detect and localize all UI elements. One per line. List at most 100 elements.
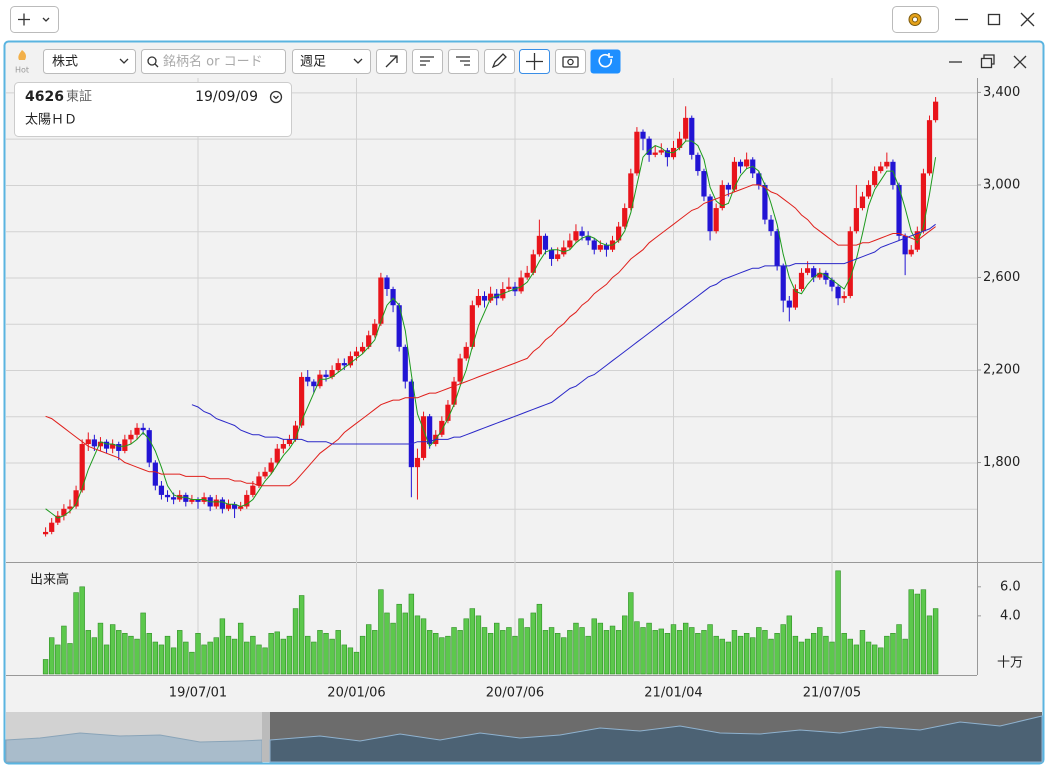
search-box[interactable]: [141, 49, 286, 74]
maximize-button[interactable]: [987, 13, 1001, 26]
candle-body: [366, 335, 372, 347]
volume-bar: [91, 637, 98, 675]
volume-bar: [445, 635, 451, 675]
volume-bar: [353, 651, 360, 675]
exchange: 東証: [66, 89, 92, 105]
close-button[interactable]: [1020, 12, 1035, 27]
volume-bar: [542, 630, 549, 675]
period-select[interactable]: [292, 49, 371, 74]
candle-body: [591, 240, 597, 250]
candle-body: [280, 444, 286, 449]
candle-body: [841, 295, 847, 299]
candle-body: [183, 494, 189, 502]
market-select-label: 株式: [52, 55, 78, 70]
candle-body: [762, 184, 768, 220]
candle-body: [347, 356, 353, 366]
stock-name: 太陽ＨＤ: [25, 113, 77, 128]
candle-body: [902, 235, 908, 255]
candle-body: [79, 444, 85, 491]
volume-bar: [201, 644, 207, 675]
volume-bar: [725, 641, 732, 675]
candle-body: [189, 499, 195, 502]
candle-body: [292, 425, 299, 440]
volume-bar: [585, 635, 591, 675]
navigator[interactable]: [5, 712, 1043, 763]
volume-bar: [286, 635, 293, 675]
candle-body: [219, 499, 225, 509]
info-date: 19/09/09: [195, 89, 258, 105]
candle-body: [469, 305, 475, 347]
candle-body: [146, 430, 152, 463]
volume-bar: [85, 630, 91, 675]
add-button[interactable]: [10, 6, 59, 33]
candle-body: [585, 235, 591, 241]
volume-bar: [67, 643, 73, 675]
candle-body: [920, 173, 927, 232]
candle-body: [439, 420, 445, 435]
candle-body: [85, 439, 91, 445]
volume-bar: [865, 641, 872, 675]
settings-button[interactable]: [892, 6, 939, 33]
candle-body: [353, 351, 360, 357]
volume-bar: [262, 647, 268, 675]
candle-body: [390, 289, 396, 306]
market-select[interactable]: [43, 49, 136, 74]
bars-button[interactable]: [448, 49, 479, 74]
volume-bar: [164, 635, 171, 675]
candle-body: [335, 363, 341, 370]
candle-body: [933, 101, 939, 121]
volume-bar: [140, 612, 146, 675]
hot-icon[interactable]: [18, 50, 26, 60]
volume-bar: [597, 622, 604, 675]
candle-body: [664, 150, 670, 158]
panel-close[interactable]: [1013, 55, 1027, 69]
volume-bar: [750, 637, 756, 675]
candle-body: [646, 138, 652, 155]
candle-body: [658, 150, 664, 153]
candle-body: [213, 499, 219, 507]
volume-bar: [481, 627, 488, 675]
candle-body: [908, 249, 914, 255]
x-tick-label: 21/01/04: [644, 686, 702, 701]
moving-average-line: [191, 223, 936, 445]
candle-body: [488, 293, 494, 301]
volume-bar: [256, 644, 262, 675]
candle-body: [414, 457, 421, 468]
volume-bar: [561, 637, 567, 675]
camera-button[interactable]: [555, 49, 586, 74]
volume-bar: [73, 592, 79, 675]
y-tick-label: 1,800: [983, 455, 1020, 470]
y-tick-label: 3,400: [983, 85, 1020, 100]
volume-bar: [305, 635, 311, 675]
volume-bar: [652, 630, 658, 675]
candle-body: [798, 272, 805, 290]
candle-body: [134, 427, 140, 435]
y-tick-label: 4.0: [1000, 608, 1021, 623]
candle-body: [372, 323, 378, 336]
crosshair-button[interactable]: [519, 49, 550, 74]
volume-bar: [780, 624, 786, 675]
volume-bar: [878, 647, 884, 675]
trendline-button[interactable]: [376, 49, 407, 74]
volume-bar: [329, 638, 335, 675]
panel-restore[interactable]: [980, 54, 995, 69]
volume-bar: [390, 622, 396, 675]
refresh-button[interactable]: [590, 49, 621, 74]
volume-bar: [743, 633, 750, 675]
volume-bar: [433, 633, 439, 675]
candle-body: [55, 515, 61, 523]
volume-bar: [658, 628, 664, 675]
candle-body: [61, 508, 67, 516]
candle-body: [792, 289, 799, 308]
volume-bar: [347, 647, 354, 675]
volume-bar: [664, 633, 671, 675]
volume-bar: [158, 644, 165, 675]
candle-body: [122, 439, 128, 451]
lines-button[interactable]: [412, 49, 443, 74]
volume-bar: [786, 615, 793, 675]
candle-body: [561, 247, 567, 255]
volume-bar: [42, 659, 49, 675]
candle-body: [634, 131, 640, 174]
volume-bar: [372, 630, 378, 675]
draw-button[interactable]: [484, 49, 515, 74]
